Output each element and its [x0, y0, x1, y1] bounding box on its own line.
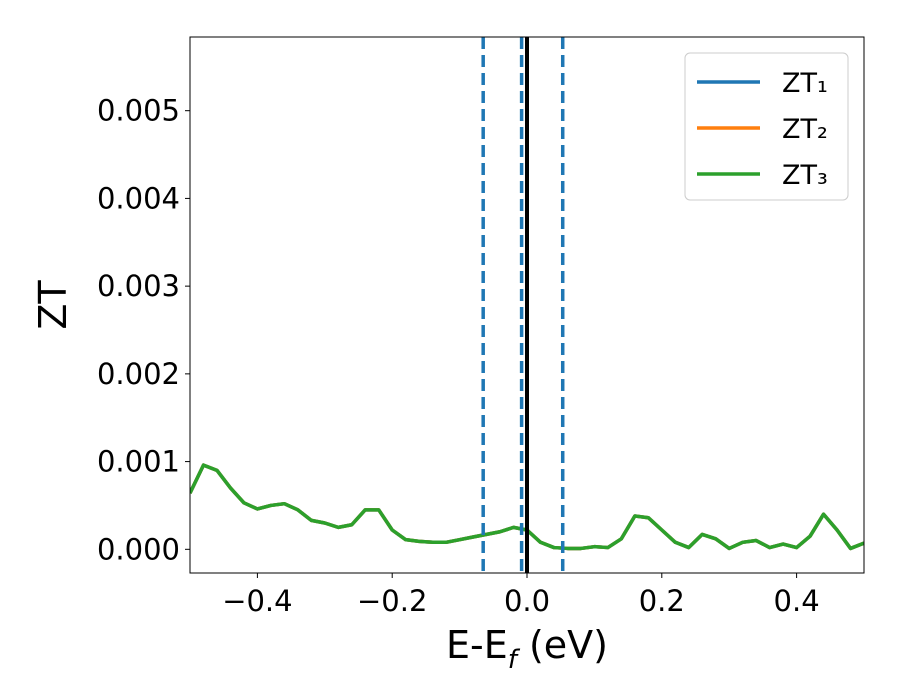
legend-label: ZT₃: [782, 160, 828, 191]
x-tick-label: 0.0: [504, 584, 550, 618]
legend-label: ZT₂: [782, 114, 828, 145]
y-tick-label: 0.000: [97, 532, 180, 566]
x-tick-label: −0.4: [222, 584, 292, 618]
x-tick-label: −0.2: [357, 584, 427, 618]
y-tick-label: 0.001: [97, 445, 180, 479]
y-tick-label: 0.003: [97, 269, 180, 303]
x-axis-label: E-Ef (eV): [446, 623, 608, 675]
y-tick-label: 0.004: [97, 181, 180, 215]
y-axis-label: ZT: [31, 280, 75, 330]
x-tick-label: 0.2: [639, 584, 685, 618]
y-tick-label: 0.005: [97, 94, 180, 128]
legend-box: [684, 52, 849, 201]
x-axis-label-main: E-E: [446, 623, 508, 667]
y-tick-label: 0.002: [97, 357, 180, 391]
x-tick-label: 0.4: [774, 584, 820, 618]
x-axis-label-rest: (eV): [517, 623, 608, 667]
plot-frame: [189, 36, 865, 574]
legend-label: ZT₁: [782, 68, 828, 99]
